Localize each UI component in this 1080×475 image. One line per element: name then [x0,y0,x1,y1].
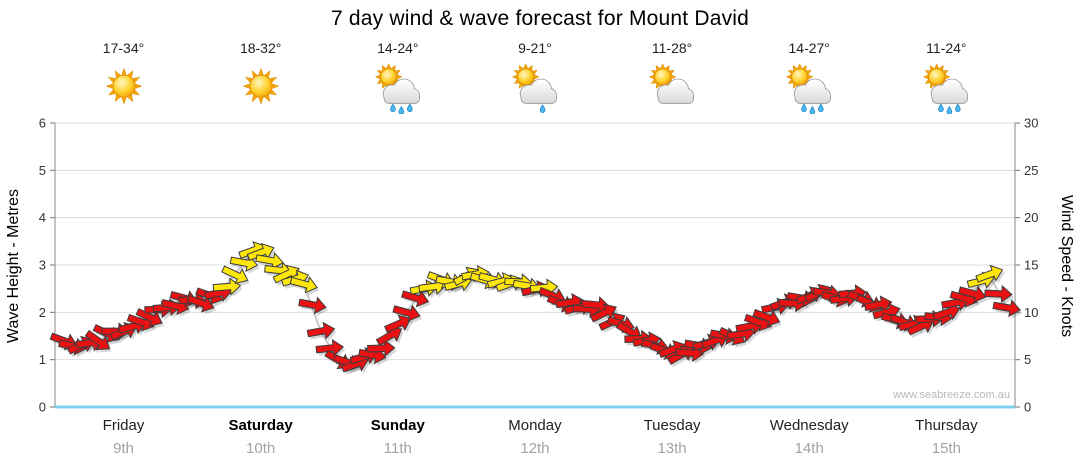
temperature-range: 14-27° [788,40,830,56]
day-axis-wednesday: Wednesday 14th [741,417,878,457]
temperature-range: 11-24° [926,40,967,56]
forecast-day-thursday: 11-24° [878,40,1015,115]
wind-arrow [84,329,111,351]
wind-arrow [298,296,327,315]
svg-text:3: 3 [39,258,46,273]
day-label: Sunday [370,417,425,434]
day-label: Thursday [915,417,978,434]
light-shower-icon [466,60,603,114]
temperature-range: 18-32° [239,40,282,56]
forecast-day-saturday: 18-32° [192,40,329,114]
wind-arrow [752,309,781,327]
day-label: Saturday [228,417,293,434]
wind-arrow [306,321,336,340]
day-date: 14th [794,440,824,457]
wind-arrow [958,285,987,304]
day-axis-saturday: Saturday 10th [192,417,329,457]
svg-text:0: 0 [1024,400,1031,415]
gridlines [55,122,1015,361]
forecast-day-monday: 9-21° [466,40,603,114]
partly-cloudy-icon [604,60,741,114]
day-axis-sunday: Sunday 11th [329,417,466,457]
wind-arrow [255,252,284,270]
svg-text:25: 25 [1024,163,1038,178]
day-date: 13th [657,440,687,457]
day-label: Wednesday [769,417,849,434]
day-date: 12th [520,440,550,457]
day-axis-thursday: Thursday 15th [878,417,1015,457]
svg-text:0: 0 [39,400,46,415]
wind-arrow [932,303,961,321]
day-label: Monday [508,417,562,434]
wind-arrow [272,264,300,284]
wind-arrow [992,299,1021,318]
wind-arrow [384,314,412,333]
svg-text:6: 6 [39,116,46,131]
wind-arrow [975,264,1004,283]
day-date: 9th [113,440,134,457]
forecast-day-friday: 17-34° [55,40,192,114]
day-axis-friday: Friday 9th [55,417,192,457]
svg-text:1: 1 [39,352,46,367]
svg-text:5: 5 [1024,352,1031,367]
wind-arrow [186,294,215,313]
day-axis-monday: Monday 12th [466,417,603,457]
wind-arrow [401,290,430,308]
day-label: Friday [102,417,145,434]
wind-arrow [212,277,242,296]
wind-arrow [315,338,345,357]
svg-text:5: 5 [39,163,46,178]
day-date: 10th [246,440,276,457]
temperature-range: 9-21° [518,40,552,56]
wind-arrow [221,265,249,285]
svg-text:15: 15 [1024,258,1038,273]
page-title: 7 day wind & wave forecast for Mount Dav… [330,7,750,30]
wind-arrow [984,285,1013,304]
showers-icon [741,60,878,115]
left-axis-ticks: 0 1 2 3 4 5 6 [39,116,55,415]
showers-icon [878,60,1015,115]
sunny-icon [192,60,329,114]
forecast-day-tuesday: 11-28° [604,40,741,114]
temperature-range: 11-28° [651,40,693,56]
wind-arrow [135,308,163,327]
day-date: 15th [931,440,961,457]
svg-text:30: 30 [1024,116,1038,131]
svg-text:10: 10 [1024,305,1038,320]
svg-text:2: 2 [39,305,46,320]
temperature-range: 14-24° [377,40,419,56]
wind-arrow [392,304,421,322]
day-label: Tuesday [643,417,701,434]
sunny-icon [55,60,192,114]
watermark: www.seabreeze.com.au [893,389,1010,401]
showers-icon [329,60,466,115]
wind-arrow [289,276,318,294]
day-date: 11th [383,440,412,457]
right-axis-ticks: 0 5 10 15 20 25 30 [1015,116,1038,415]
wind-arrows [49,241,1021,373]
svg-text:20: 20 [1024,210,1038,225]
left-axis-title: Wave Height - Metres [5,188,22,344]
forecast-day-sunday: 14-24° [329,40,466,115]
wind-arrow [863,295,893,314]
day-axis-tuesday: Tuesday 13th [604,417,741,457]
forecast-day-wednesday: 14-27° [741,40,878,115]
temperature-range: 17-34° [102,40,145,56]
right-axis-title: Wind Speed - Knots [1058,194,1075,338]
svg-text:4: 4 [39,210,46,225]
wind-arrow [367,339,396,358]
